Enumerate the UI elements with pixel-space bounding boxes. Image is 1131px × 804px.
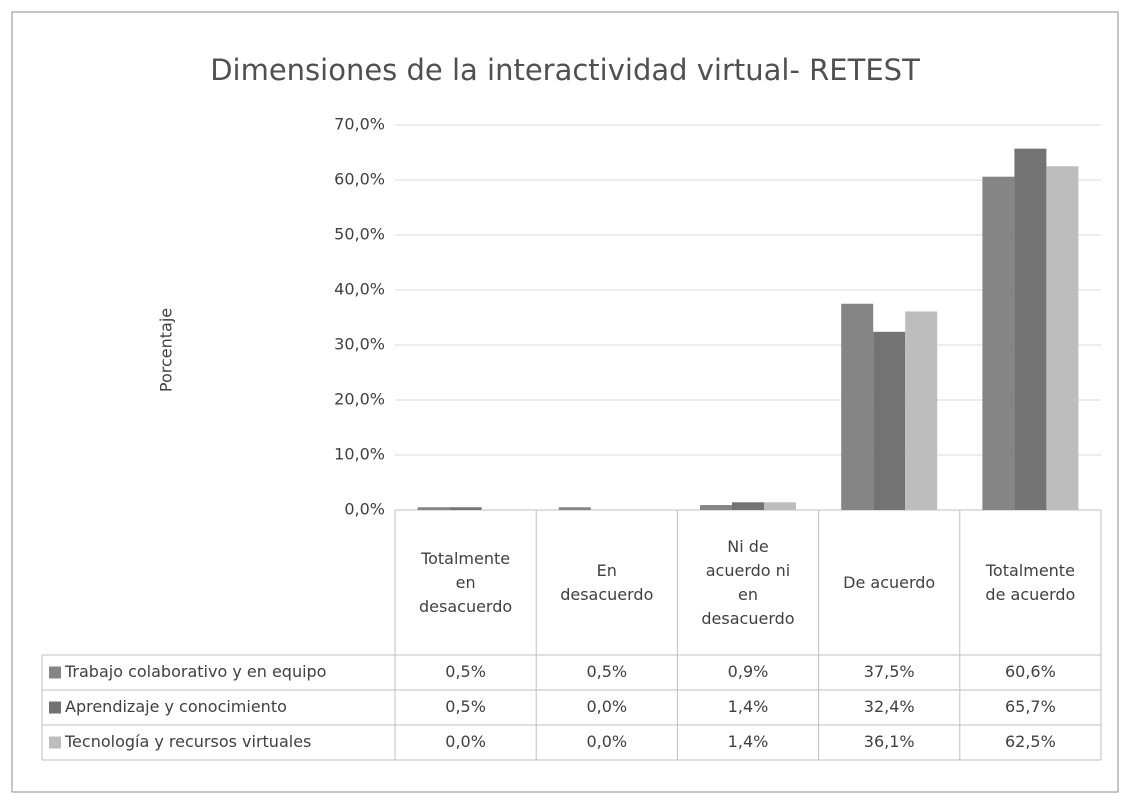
table-value: 0,0% — [586, 697, 627, 716]
category-label: Totalmente de acuerdo — [985, 560, 1076, 604]
bar — [417, 507, 450, 510]
y-tick-label: 40,0% — [334, 280, 385, 299]
legend-label: Tecnología y recursos virtuales — [64, 732, 311, 751]
table-value: 1,4% — [728, 732, 769, 751]
y-tick-label: 30,0% — [334, 335, 385, 354]
bar — [558, 507, 591, 510]
table-value: 0,0% — [586, 732, 627, 751]
category-label: En desacuerdo — [560, 560, 654, 604]
table-value: 37,5% — [864, 662, 915, 681]
bar — [1046, 166, 1079, 510]
table-value: 62,5% — [1005, 732, 1056, 751]
y-tick-label: 0,0% — [344, 500, 385, 519]
chart-border — [11, 11, 1119, 793]
legend-label: Aprendizaje y conocimiento — [65, 697, 287, 716]
category-label: Ni de acuerdo ni en desacuerdo — [701, 536, 795, 628]
bar — [1014, 148, 1047, 510]
legend-swatch — [49, 666, 61, 679]
legend-label: Trabajo colaborativo y en equipo — [64, 662, 326, 681]
legend-swatch — [49, 701, 61, 714]
category-label: De acuerdo — [843, 572, 936, 592]
bar — [732, 502, 764, 510]
bar — [873, 331, 906, 510]
table-value: 0,5% — [445, 662, 486, 681]
legend-swatch — [49, 736, 61, 749]
chart-title: Dimensiones de la interactividad virtual… — [210, 53, 920, 87]
table-value: 1,4% — [728, 697, 769, 716]
table-value: 0,5% — [445, 697, 486, 716]
bar — [905, 311, 938, 510]
y-tick-label: 50,0% — [334, 225, 385, 244]
category-label: Totalmente en desacuerdo — [419, 548, 513, 616]
y-tick-label: 10,0% — [334, 445, 385, 464]
table-value: 60,6% — [1005, 662, 1056, 681]
bar — [700, 505, 732, 510]
bar — [841, 303, 874, 510]
y-tick-label: 60,0% — [334, 170, 385, 189]
table-value: 0,0% — [445, 732, 486, 751]
y-tick-label: 70,0% — [334, 115, 385, 134]
y-tick-label: 20,0% — [334, 390, 385, 409]
table-value: 0,9% — [728, 662, 769, 681]
table-value: 0,5% — [586, 662, 627, 681]
table-value: 65,7% — [1005, 697, 1056, 716]
y-axis-label: Porcentaje — [157, 308, 176, 392]
table-value: 32,4% — [864, 697, 915, 716]
bar — [982, 176, 1015, 510]
table-value: 36,1% — [864, 732, 915, 751]
bar — [449, 507, 482, 510]
bar — [764, 502, 796, 510]
